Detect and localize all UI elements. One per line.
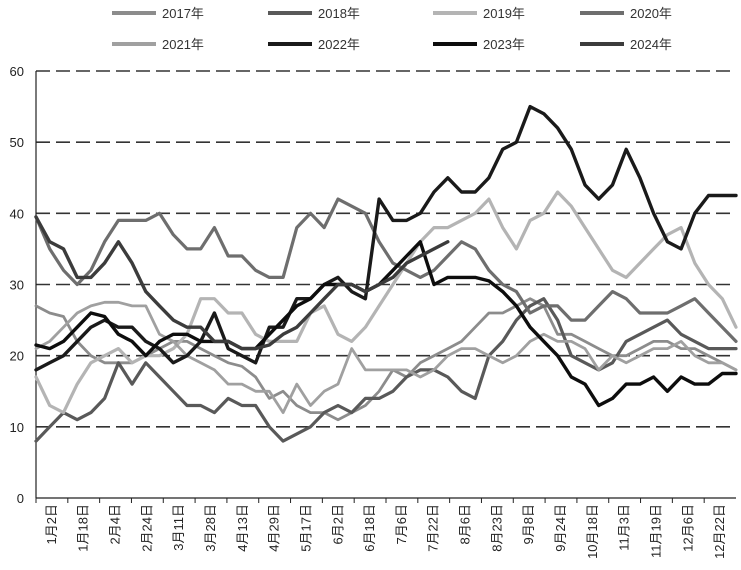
x-tick-label: 12月6日 bbox=[680, 504, 695, 552]
legend-label: 2017年 bbox=[162, 6, 204, 21]
x-tick-label: 11月19日 bbox=[648, 504, 663, 558]
x-axis: 1月2日 1月18日 2月4日 2月24日 3月11日 3月28日 4月13日 4月29日 5月… bbox=[35, 497, 736, 559]
series-group bbox=[34, 104, 738, 443]
x-tick-label: 12月22日 bbox=[712, 504, 727, 559]
x-tick-label: 3月11日 bbox=[171, 504, 186, 551]
x-tick-label: 10月18日 bbox=[585, 504, 600, 559]
x-tick-label: 6月18日 bbox=[362, 504, 377, 552]
series-line-2024年 bbox=[34, 215, 450, 351]
y-tick-label: 30 bbox=[10, 278, 24, 293]
x-tick-label: 2月24日 bbox=[139, 504, 154, 552]
series-line-2020年 bbox=[34, 197, 738, 343]
x-tick-label: 9月8日 bbox=[521, 504, 536, 544]
x-tick-label: 7月22日 bbox=[426, 504, 441, 552]
y-tick-label: 60 bbox=[10, 64, 24, 79]
y-tick-label: 40 bbox=[10, 206, 24, 221]
x-tick-label: 5月17日 bbox=[298, 504, 313, 552]
gridlines bbox=[36, 70, 736, 428]
y-axis: 0 10 20 30 40 50 60 bbox=[10, 64, 37, 506]
x-tick-label: 4月13日 bbox=[235, 504, 250, 552]
legend-label: 2019年 bbox=[483, 6, 525, 21]
x-tick-label: 11月3日 bbox=[617, 504, 632, 551]
series-line-2022年 bbox=[34, 104, 738, 372]
x-tick-label: 1月18日 bbox=[76, 504, 91, 552]
x-tick-label: 9月24日 bbox=[553, 504, 568, 552]
x-tick-label: 3月28日 bbox=[203, 504, 218, 552]
x-tick-label: 2月4日 bbox=[108, 504, 123, 544]
legend-label: 2020年 bbox=[630, 6, 672, 21]
series-line-2017年 bbox=[34, 297, 738, 422]
series-line-2018年 bbox=[34, 297, 738, 443]
series-line-2019年 bbox=[34, 190, 738, 415]
legend-label: 2022年 bbox=[318, 37, 360, 52]
legend-label: 2024年 bbox=[630, 37, 672, 52]
y-tick-label: 0 bbox=[17, 491, 24, 506]
legend-label: 2021年 bbox=[162, 37, 204, 52]
legend-label: 2023年 bbox=[483, 37, 525, 52]
y-tick-label: 10 bbox=[10, 420, 24, 435]
legend-label: 2018年 bbox=[318, 6, 360, 21]
x-tick-label: 1月2日 bbox=[44, 504, 59, 544]
x-tick-label: 6月2日 bbox=[330, 504, 345, 544]
series-line-2023年 bbox=[34, 240, 738, 408]
y-tick-label: 50 bbox=[10, 135, 24, 150]
x-tick-label: 8月6日 bbox=[458, 504, 473, 544]
x-tick-label: 4月29日 bbox=[267, 504, 282, 552]
series-line-2021年 bbox=[34, 300, 738, 414]
y-tick-label: 20 bbox=[10, 349, 24, 364]
x-tick-label: 7月6日 bbox=[394, 504, 409, 544]
x-tick-label: 8月23日 bbox=[489, 504, 504, 552]
legend: 2017年 2018年 2019年 2020年 2021年 2022年 2023年 2024年 bbox=[112, 6, 672, 52]
